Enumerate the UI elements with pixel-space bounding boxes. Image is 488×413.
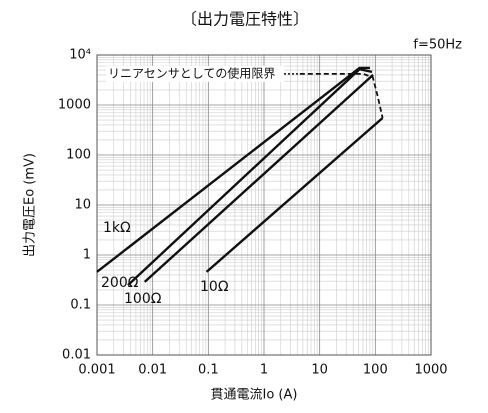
x-tick-label: 0.1 — [198, 363, 219, 378]
chart-title: 〔出力電圧特性〕 — [181, 10, 309, 29]
annotation: f=50Hz — [413, 38, 462, 53]
x-axis-label: 貫通電流Io (A) — [211, 388, 298, 403]
limit-label: リニアセンサとしての使用限界 — [108, 65, 275, 80]
series-line — [127, 67, 373, 286]
y-tick-label: 10⁴ — [69, 48, 91, 63]
x-tick-label: 1000 — [414, 363, 447, 378]
series-line — [205, 117, 384, 273]
limit-line — [299, 72, 384, 119]
y-tick-label: 100 — [66, 148, 91, 163]
x-tick-label: 0.01 — [138, 363, 167, 378]
series-label: 1kΩ — [103, 220, 131, 236]
plot-frame — [96, 54, 432, 356]
limit-label-bg — [106, 65, 284, 82]
y-tick-label: 0.1 — [70, 298, 91, 313]
series-label: 100Ω — [124, 291, 162, 307]
y-tick-label: 1 — [83, 248, 91, 263]
y-axis-label: 出力電圧Eo (mV) — [23, 153, 38, 257]
x-tick-label: 100 — [363, 363, 388, 378]
y-tick-label: 1000 — [58, 98, 91, 113]
x-tick-label: 0.001 — [78, 363, 115, 378]
series-label: 10Ω — [200, 279, 229, 295]
x-tick-label: 1 — [260, 363, 268, 378]
y-tick-label: 10 — [74, 198, 91, 213]
x-tick-label: 10 — [311, 363, 328, 378]
series-label: 200Ω — [101, 275, 139, 291]
y-tick-label: 0.01 — [62, 348, 91, 363]
series-line — [143, 74, 374, 283]
